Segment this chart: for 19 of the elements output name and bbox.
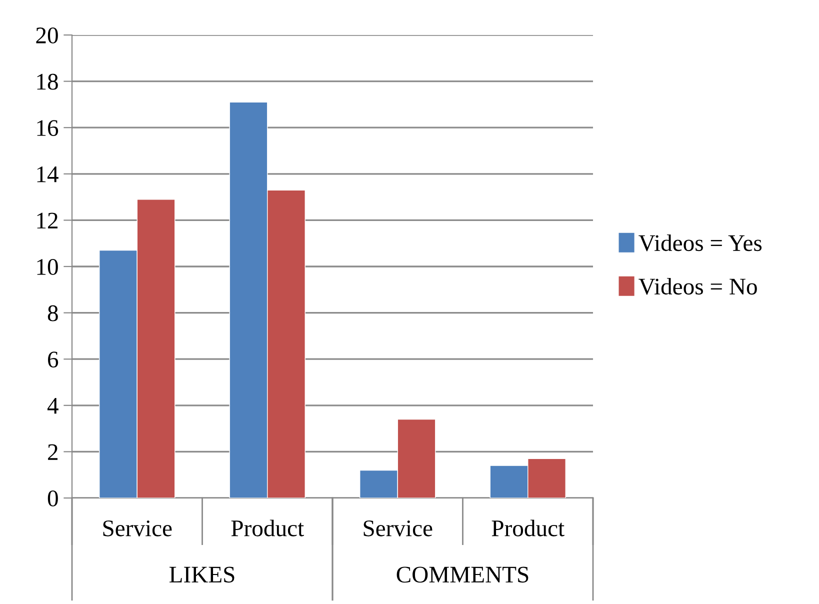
legend-label: Videos = No (638, 278, 757, 295)
y-tick-label: 10 (37, 258, 58, 275)
y-tick-label: 0 (48, 490, 58, 506)
y-tick-label: 18 (37, 74, 58, 90)
y-tick-label: 6 (48, 352, 58, 368)
y-tick-label: 14 (37, 166, 58, 182)
x-tick-label: Product (492, 520, 564, 536)
x-tick-label: Service (364, 520, 432, 536)
y-tick-label: 8 (48, 305, 58, 322)
y-tick-label: 4 (47, 398, 58, 414)
x-tick-label: Product (231, 520, 304, 536)
y-tick-label: 12 (37, 212, 58, 228)
y-tick-label: 16 (37, 120, 58, 136)
text: LIKES (169, 566, 234, 583)
y-tick-label: 2 (48, 444, 58, 460)
y-tick-label: 20 (36, 27, 58, 44)
legend-label: Videos = Yes (638, 234, 762, 252)
x-tick-label: Service (103, 520, 172, 536)
text: COMMENTS (396, 566, 528, 583)
